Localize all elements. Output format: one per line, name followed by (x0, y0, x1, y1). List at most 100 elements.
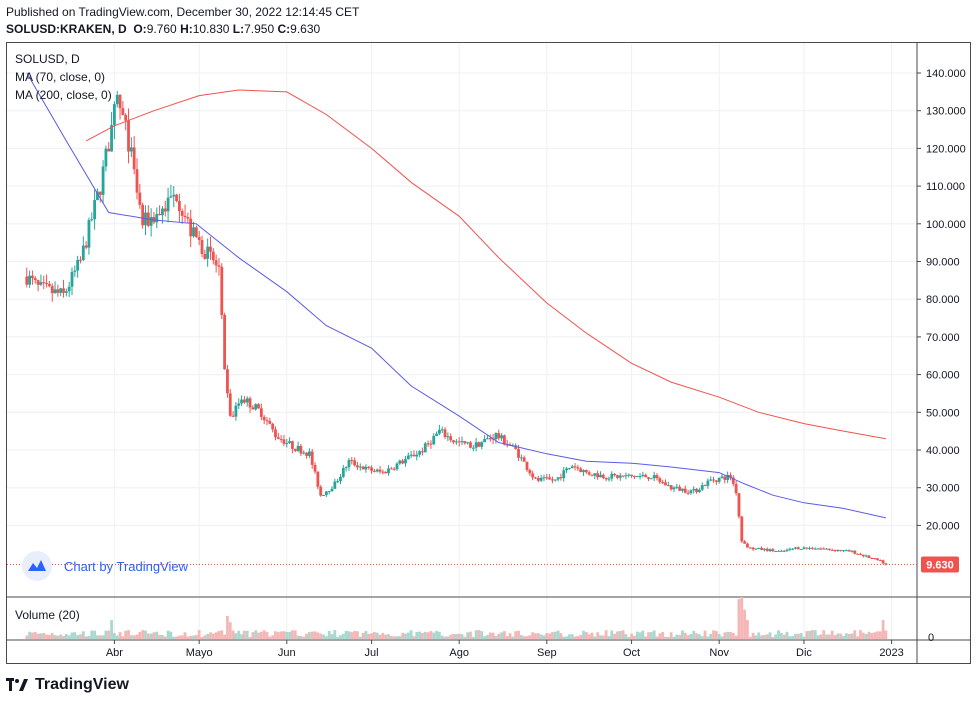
candle-body (627, 474, 631, 476)
volume-bar (228, 622, 232, 639)
volume-bar (709, 633, 713, 639)
candle-body (288, 441, 292, 444)
candle-body (884, 563, 888, 565)
candle-body (842, 550, 845, 552)
candle-body (839, 550, 843, 552)
volume-bar (864, 634, 868, 639)
legend-ma70[interactable]: MA (70, close, 0) (15, 70, 105, 84)
volume-bar (762, 635, 766, 639)
candle-body (28, 275, 32, 285)
candle-body (135, 169, 139, 193)
volume-bar (706, 636, 710, 639)
volume-bar (110, 620, 113, 639)
candle-body (47, 284, 51, 287)
candle-body (56, 289, 60, 293)
volume-bar (401, 632, 405, 639)
volume-bar (33, 632, 37, 639)
volume-bar (169, 631, 173, 639)
volume-bar (356, 631, 359, 639)
candle-body (279, 438, 283, 440)
volume-bar (56, 635, 60, 639)
tradingview-watermark[interactable]: Chart by TradingView (22, 551, 189, 581)
volume-bar (395, 636, 399, 639)
volume-bar (480, 631, 484, 639)
candle-body (121, 108, 125, 115)
candle-body (497, 433, 501, 439)
candle-body (259, 408, 263, 417)
volume-bar (115, 635, 119, 639)
volume-bar (463, 636, 467, 639)
candle-body (418, 451, 422, 455)
volume-bar (502, 631, 506, 639)
candle-body (545, 477, 549, 479)
candle-body (505, 444, 509, 446)
time-axis: Abr Mayo Jun Jul Ago Sep Oct Nov Dic 2023 (106, 640, 904, 659)
volume-bar (437, 631, 441, 639)
candle-body (867, 555, 871, 558)
volume-bar (47, 634, 51, 639)
price-tick-label: 20.000 (926, 520, 960, 532)
chart-container[interactable]: 140.000 130.000 120.000 110.000 100.000 90.00… (6, 42, 971, 664)
volume-bar (268, 636, 272, 639)
volume-bar (282, 631, 286, 639)
candle-body (604, 477, 608, 480)
candle-body (480, 442, 484, 447)
candle-body (274, 429, 277, 438)
candle-body (45, 282, 48, 285)
volume-bar (570, 634, 574, 639)
candle-body (805, 547, 809, 549)
time-tick-label: Sep (537, 647, 557, 659)
volume-bar (50, 633, 54, 639)
volume-bar (830, 630, 834, 639)
candle-body (607, 478, 611, 480)
volume-bar (31, 632, 34, 639)
volume-bar (90, 630, 94, 639)
volume-bar (305, 633, 308, 639)
price-chart[interactable]: 140.000 130.000 120.000 110.000 100.000 90.00… (7, 43, 970, 663)
candle-body (726, 474, 730, 480)
candle-body (163, 208, 167, 212)
volume-bar (64, 634, 68, 639)
volume-bar (796, 633, 800, 639)
volume-bar (573, 636, 577, 639)
volume-bar (672, 636, 676, 639)
volume-bar (124, 630, 128, 639)
price-tick-label: 130.000 (926, 106, 966, 118)
candle-body (209, 246, 212, 252)
time-tick-label: 2023 (879, 647, 903, 659)
ohlc-c-label: C: (277, 22, 291, 36)
candle-body (316, 471, 320, 487)
volume-bar (53, 635, 57, 639)
candle-body (421, 451, 424, 453)
candle-body (632, 476, 636, 478)
candle-body (610, 473, 614, 479)
volume-bar (842, 635, 845, 639)
volume-bar (409, 630, 413, 639)
candle-body (502, 435, 506, 445)
candle-body (381, 471, 385, 473)
candle-body (310, 451, 314, 465)
candle-body (587, 472, 591, 475)
volume-bar (370, 633, 373, 639)
candle-body (553, 479, 557, 481)
candle-body (548, 477, 552, 480)
legend-ma200[interactable]: MA (200, close, 0) (15, 88, 112, 102)
volume-bar (121, 636, 125, 639)
candle-body (324, 491, 328, 496)
time-tick-label: Ago (449, 647, 469, 659)
candle-body (813, 548, 817, 550)
time-tick-label: Mayo (186, 647, 213, 659)
candle-body (743, 541, 747, 544)
candle-body (613, 473, 617, 476)
volume-bar (525, 636, 529, 639)
price-tick-label: 120.000 (926, 143, 966, 155)
volume-bar (214, 632, 218, 639)
volume-bar (644, 636, 648, 639)
candle-body (514, 445, 518, 449)
volume-bar (474, 630, 478, 639)
candle-body (695, 488, 698, 493)
volume-bar (825, 634, 828, 639)
candle-body (641, 474, 645, 477)
candle-body (616, 475, 619, 478)
candle-body (285, 443, 289, 445)
